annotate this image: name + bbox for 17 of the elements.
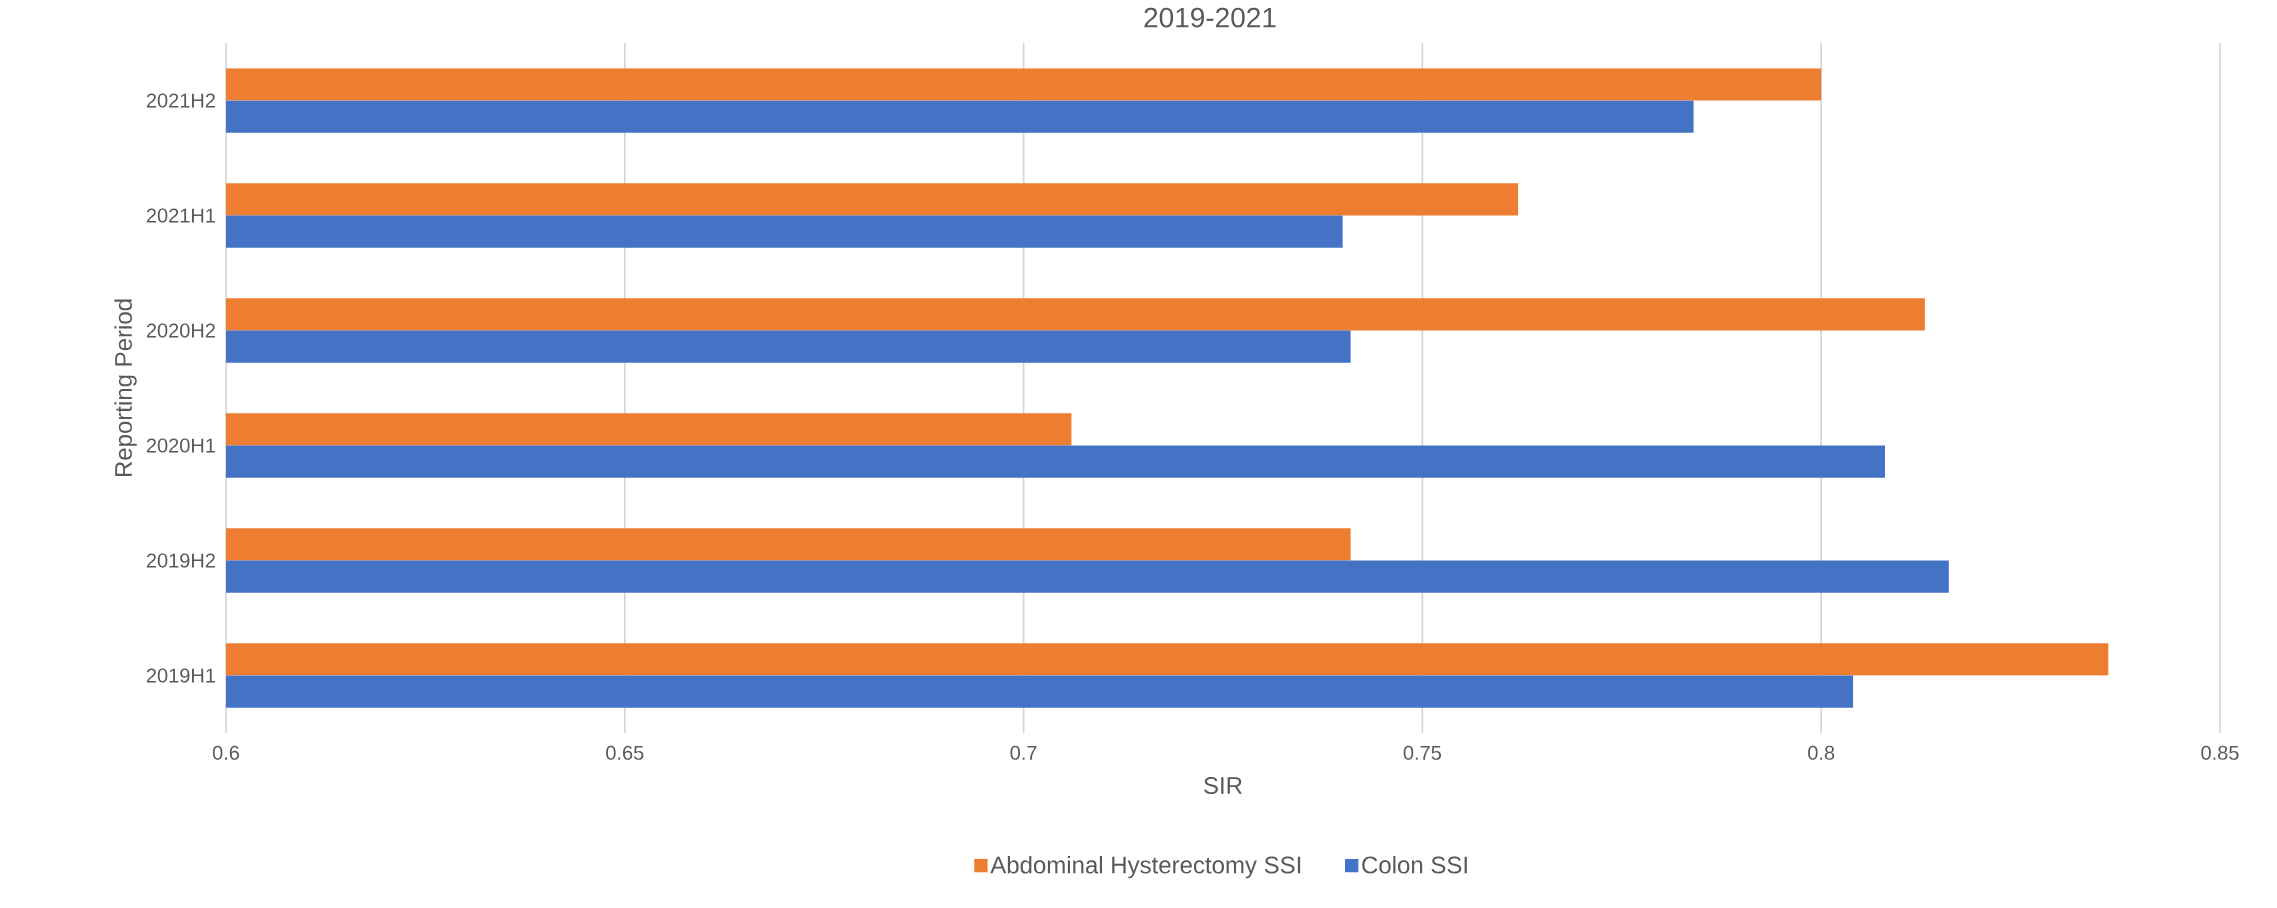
- y-tick-label: 2020H1: [146, 438, 215, 453]
- chart-title: 2019-2021: [1144, 7, 1276, 28]
- x-tick-label: 0.75: [1403, 745, 1442, 760]
- y-axis-title: Reporting Period: [114, 299, 137, 477]
- y-tick-label: 2021H2: [146, 93, 215, 108]
- y-tick-label: 2019H1: [146, 668, 215, 683]
- y-tick-label: 2021H1: [146, 208, 215, 223]
- x-tick-label: 0.7: [1010, 745, 1037, 760]
- x-axis-title: SIR: [1204, 777, 1242, 795]
- x-tick-label: 0.85: [2201, 745, 2239, 760]
- legend-label: Abdominal Hysterectomy SSI: [990, 855, 1301, 879]
- y-tick-label: 2019H2: [146, 553, 215, 568]
- y-tick-label: 2020H2: [146, 323, 215, 338]
- x-tick-label: 0.6: [212, 745, 240, 760]
- x-tick-label: 0.8: [1808, 745, 1835, 760]
- x-tick-label: 0.65: [606, 745, 644, 760]
- legend-label: Colon SSI: [1362, 855, 1467, 874]
